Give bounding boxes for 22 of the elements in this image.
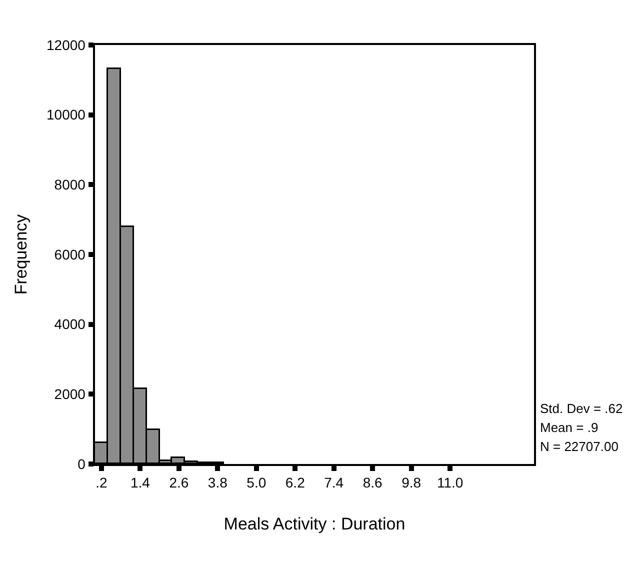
x-tick-label: 11.0	[436, 474, 464, 491]
text: Std. Dev = .62	[540, 401, 623, 416]
y-tick-label: 8000	[54, 176, 86, 193]
y-tick-label: 6000	[54, 246, 86, 262]
x-tick-label: 5.0	[246, 474, 266, 491]
x-tick-label: .2	[96, 474, 108, 491]
y-tick-label: 12000	[46, 36, 86, 53]
y-axis-title: Frequency	[12, 214, 31, 295]
x-tick-label: 3.8	[208, 474, 228, 491]
x-tick-label: 8.6	[362, 474, 383, 491]
y-tick-label: 10000	[46, 106, 86, 123]
y-tick-label: 2000	[54, 386, 86, 402]
x-tick-label: 6.2	[285, 474, 306, 491]
x-tick-label: 1.4	[130, 474, 150, 491]
text: N = 22707.00	[540, 439, 618, 454]
text: Mean = .9	[540, 420, 598, 435]
y-tick-label: 4000	[54, 316, 86, 332]
x-tick-label: 9.8	[402, 474, 422, 491]
x-tick-label: 7.4	[324, 474, 344, 491]
y-tick-label: 0	[78, 456, 86, 472]
x-axis-title: Meals Activity : Duration	[224, 514, 406, 534]
x-tick-label: 2.6	[169, 474, 189, 491]
